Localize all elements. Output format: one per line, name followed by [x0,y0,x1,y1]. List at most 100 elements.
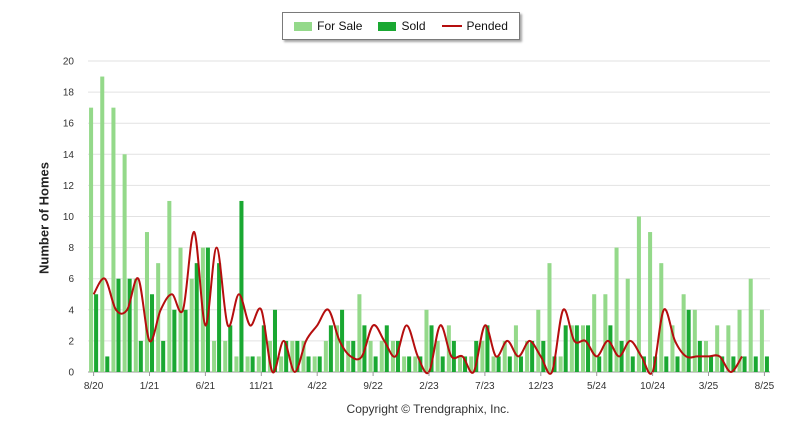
bar-for-sale [737,309,742,372]
bar-sold [753,356,758,372]
bar-sold [194,263,199,372]
bar-for-sale [245,356,250,372]
bar-for-sale [402,356,407,372]
bar-for-sale [636,216,641,372]
bar-sold [217,263,222,372]
bar-sold [161,340,166,372]
bar-for-sale [614,247,619,372]
bar-sold [94,294,99,372]
bar-sold [127,278,132,372]
bar-sold [518,356,523,372]
bar-for-sale [189,278,194,372]
pended-line [92,230,743,375]
bar-for-sale [301,340,306,372]
bar-for-sale [435,340,440,372]
bar-sold [485,325,490,372]
bar-for-sale [234,356,239,372]
bar-for-sale [681,294,686,372]
bar-for-sale [480,340,485,372]
bar-for-sale [670,325,675,372]
bars [89,76,769,373]
x-tick-label: 12/23 [528,381,553,392]
bar-for-sale [323,340,328,372]
bar-sold [451,340,456,372]
bar-for-sale [726,325,731,372]
copyright-text: Copyright © Trendgraphix, Inc. [346,402,510,416]
bar-sold [563,325,568,372]
bar-for-sale [379,340,384,372]
legend-label-pended: Pended [466,19,508,33]
bar-for-sale [100,76,105,373]
y-tick-label: 18 [63,88,75,99]
y-tick-label: 2 [68,336,74,347]
bar-for-sale [458,356,463,372]
x-tick-label: 2/23 [419,381,439,392]
legend-swatch-pended [441,25,462,27]
bar-sold [272,309,278,372]
bar-sold [764,356,769,372]
bar-sold [630,356,635,372]
bar-sold [340,309,345,372]
bar-sold [574,325,579,372]
bar-sold [530,340,535,372]
bar-sold [306,356,311,372]
bar-for-sale [133,278,138,372]
x-tick-label: 5/24 [587,381,607,392]
y-tick-label: 14 [63,150,75,161]
bar-for-sale [167,200,172,372]
bar-sold [440,356,445,372]
bar-sold [541,340,546,372]
bar-for-sale [357,294,362,372]
bar-sold [641,356,646,372]
legend-item-pended[interactable]: Pended [441,19,508,33]
x-tick-label: 8/25 [755,381,775,392]
bar-sold [351,340,356,372]
bar-for-sale [491,356,496,372]
legend-label-sold: Sold [401,19,426,33]
bar-for-sale [547,263,552,372]
y-tick-label: 0 [68,368,74,379]
bar-sold [239,200,244,372]
bar-for-sale [625,278,630,372]
bar-sold [116,278,121,372]
x-tick-label: 6/21 [196,381,216,392]
x-axis: 8/20 1/21 6/21 11/21 4/22 9/22 2/23 7/23 12/23 5/… [84,372,775,392]
bar-for-sale [603,294,608,372]
legend: For Sale Sold Pended [282,12,520,40]
bar-for-sale [178,247,183,372]
bar-for-sale [569,325,574,372]
bar-sold [474,340,479,372]
legend-item-for-sale[interactable]: For Sale [294,19,362,33]
bar-for-sale [413,356,418,372]
bar-sold [608,325,613,372]
x-tick-label: 8/20 [84,381,104,392]
bar-sold [395,340,400,372]
legend-item-sold[interactable]: Sold [378,19,426,33]
bar-for-sale [89,107,94,373]
y-tick-label: 20 [63,57,75,68]
bar-sold [664,356,669,372]
bar-for-sale [312,356,317,372]
bar-for-sale [290,340,295,372]
bar-for-sale [692,309,697,372]
bar-for-sale [335,325,340,372]
y-tick-label: 6 [68,274,74,285]
legend-swatch-sold [378,21,397,31]
bar-for-sale [759,309,764,372]
bar-for-sale [580,325,586,372]
x-tick-label: 9/22 [363,381,383,392]
legend-label-for-sale: For Sale [317,19,363,33]
bar-for-sale [536,309,541,372]
bar-sold [172,309,177,372]
pended-line-path [92,230,743,375]
bar-sold [228,325,233,372]
x-tick-label: 1/21 [140,381,160,392]
bar-sold [328,325,333,372]
y-tick-label: 10 [63,212,75,223]
bar-for-sale [111,107,116,373]
bar-sold [675,356,680,372]
y-tick-label: 16 [63,119,75,130]
x-tick-label: 11/21 [249,381,274,392]
bar-sold [463,356,468,372]
